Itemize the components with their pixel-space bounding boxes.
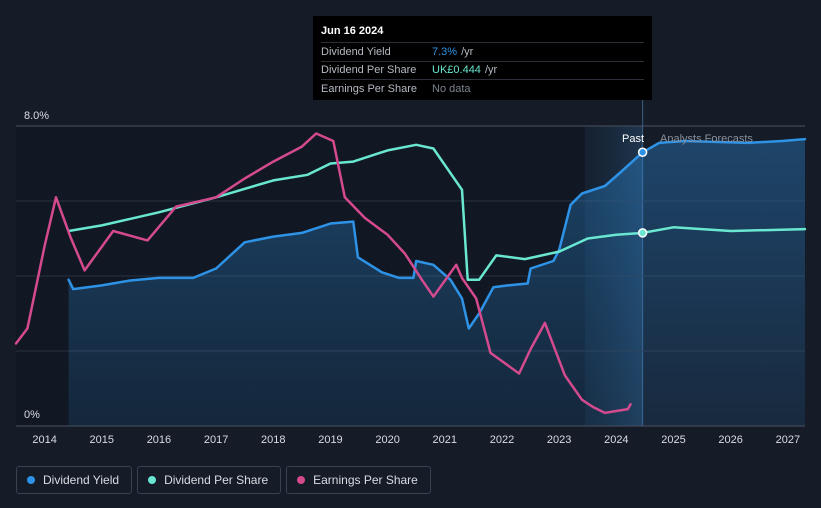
tooltip-unit: /yr — [461, 45, 474, 58]
tooltip-unit: /yr — [484, 64, 498, 77]
legend-dot-icon — [297, 476, 306, 484]
tooltip-row-earnings-per-share: Earnings Per Share No data — [321, 79, 644, 98]
legend-label: Dividend Per Share — [164, 473, 269, 487]
x-tick-label: 2027 — [776, 434, 800, 446]
tooltip-row-dividend-per-share: Dividend Per Share UK£0.444 /yr — [321, 60, 644, 80]
marker-dividend-yield — [637, 147, 648, 157]
tooltip-value: 7.3% — [432, 45, 458, 58]
y-tick-max: 8.0% — [24, 110, 49, 122]
x-tick-label: 2020 — [375, 434, 399, 446]
x-tick-label: 2024 — [604, 434, 628, 446]
series-area-dividend-yield — [68, 139, 806, 426]
x-tick-label: 2017 — [204, 434, 228, 446]
x-tick-label: 2022 — [490, 434, 514, 446]
series-line-dividend-yield — [67, 137, 807, 330]
tooltip-value: UK£0.444 — [432, 64, 481, 77]
legend-item-earnings-per-share[interactable]: Earnings Per Share — [286, 466, 431, 494]
tooltip-label: Dividend Per Share — [321, 64, 417, 77]
series-line-dividend-per-share — [67, 143, 807, 282]
x-tick-label: 2016 — [147, 434, 171, 446]
tooltip: Jun 16 2024 Dividend Yield 7.3% /yr Divi… — [313, 16, 652, 100]
legend-dot-icon — [148, 476, 157, 484]
legend: Dividend Yield Dividend Per Share Earnin… — [16, 466, 431, 494]
forecast-label: Analysts Forecasts — [660, 133, 753, 145]
legend-dot-icon — [27, 476, 35, 484]
x-tick-label: 2014 — [32, 434, 56, 446]
x-tick-label: 2021 — [433, 434, 457, 446]
x-tick-label: 2023 — [547, 434, 571, 446]
legend-item-dividend-per-share[interactable]: Dividend Per Share — [137, 466, 282, 494]
x-tick-label: 2018 — [261, 434, 285, 446]
tooltip-label: Earnings Per Share — [321, 82, 417, 95]
x-tick-label: 2025 — [661, 434, 685, 446]
x-tick-label: 2015 — [90, 434, 114, 446]
x-tick-label: 2019 — [318, 434, 342, 446]
marker-dividend-per-share — [637, 228, 648, 238]
legend-label: Dividend Yield — [43, 473, 120, 487]
tooltip-value: No data — [432, 82, 471, 95]
series-line-earnings-per-share — [14, 132, 632, 415]
legend-item-dividend-yield[interactable]: Dividend Yield — [16, 466, 133, 494]
legend-label: Earnings Per Share — [313, 473, 418, 487]
past-label: Past — [622, 133, 644, 145]
x-tick-label: 2026 — [718, 434, 742, 446]
tooltip-date: Jun 16 2024 — [321, 25, 384, 37]
tooltip-label: Dividend Yield — [321, 45, 391, 58]
y-tick-min: 0% — [24, 409, 40, 421]
tooltip-row-dividend-yield: Dividend Yield 7.3% /yr — [321, 42, 644, 61]
